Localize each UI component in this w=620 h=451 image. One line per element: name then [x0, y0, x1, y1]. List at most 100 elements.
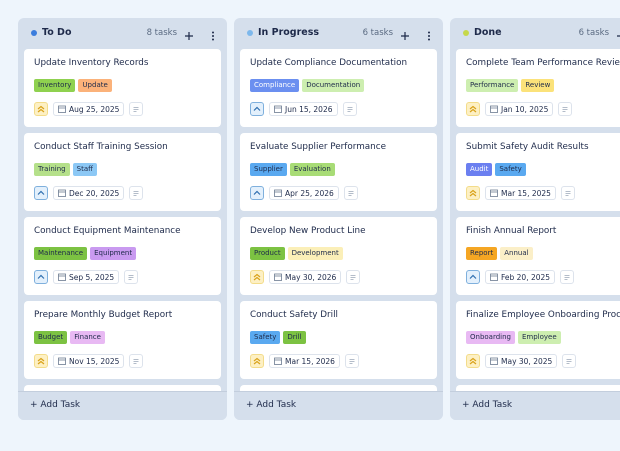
priority-icon [34, 354, 48, 368]
task-card[interactable]: Conduct Staff Training Session Training St… [24, 133, 221, 211]
due-date: Mar 15, 2026 [269, 354, 340, 368]
tag: Safety [250, 331, 281, 344]
notes-icon[interactable] [129, 102, 144, 116]
notes-icon[interactable] [346, 270, 361, 284]
card-footer: Feb 20, 2025 [466, 270, 575, 284]
task-title: Conduct Safety Drill [250, 310, 338, 320]
tag: Drill [283, 331, 306, 344]
priority-icon [34, 186, 48, 200]
tag: Evaluation [289, 163, 335, 176]
card-footer: Aug 25, 2025 [34, 102, 144, 116]
tag: Documentation [302, 79, 365, 92]
column-header: In Progress 6 tasks [234, 18, 443, 48]
tag-list: Onboarding Employee [466, 331, 561, 344]
notes-icon[interactable] [560, 186, 575, 200]
notes-icon[interactable] [129, 186, 144, 200]
task-title: Update Compliance Documentation [250, 58, 408, 68]
tag: Budget [34, 331, 68, 344]
tag-list: Compliance Documentation [250, 79, 365, 92]
task-card[interactable]: Finish Annual Report Report Annual Feb 20, … [456, 217, 620, 295]
header-actions[interactable] [399, 27, 435, 46]
priority-icon [466, 102, 480, 116]
card-footer: Mar 15, 2026 [250, 354, 359, 368]
task-title: Finalize Employee Onboarding Process [466, 310, 620, 320]
header-actions[interactable] [183, 27, 219, 46]
notes-icon[interactable] [124, 270, 139, 284]
notes-icon[interactable] [342, 102, 357, 116]
card-footer: May 30, 2026 [250, 270, 361, 284]
priority-icon [250, 186, 264, 200]
tag-list: Maintenance Equipment [34, 247, 137, 260]
task-card[interactable]: Update Inventory Records Inventory Update A… [24, 49, 221, 127]
add-task[interactable]: + Add Task [450, 391, 620, 420]
column: In Progress 6 tasks Update Compliance Docu… [234, 18, 443, 420]
task-card[interactable]: Complete Team Performance Reviews Perform… [456, 49, 620, 127]
task-card[interactable]: Finalize Employee Onboarding Process Onbo… [456, 301, 620, 379]
notes-icon[interactable] [129, 354, 144, 368]
status-dot [463, 30, 469, 36]
column-header: To Do 8 tasks [18, 18, 227, 48]
notes-icon[interactable] [343, 186, 358, 200]
notes-icon[interactable] [558, 102, 573, 116]
task-card[interactable]: Update Compliance Documentation Complianc… [240, 49, 437, 127]
priority-icon [250, 354, 264, 368]
column: Done 6 tasks Complete Team Performance Rev… [450, 18, 620, 420]
status-dot [31, 30, 37, 36]
tag: Supplier [250, 163, 287, 176]
date-text: Jan 10, 2025 [501, 104, 549, 114]
task-count: 6 tasks [362, 28, 393, 38]
task-card[interactable]: Develop New Product Line Product Developme… [240, 217, 437, 295]
tag-list: Report Annual [466, 247, 533, 260]
task-card [456, 385, 620, 395]
task-card[interactable]: Evaluate Supplier Performance Supplier Eva… [240, 133, 437, 211]
tag: Safety [495, 163, 526, 176]
tag-list: Training Staff [34, 163, 97, 176]
add-task[interactable]: + Add Task [18, 391, 227, 420]
task-card[interactable]: Submit Safety Audit Results Audit Safety Ma… [456, 133, 620, 211]
header-actions[interactable] [615, 27, 620, 46]
due-date: Dec 20, 2025 [53, 186, 125, 200]
tag: Report [466, 247, 498, 260]
task-card[interactable]: Prepare Monthly Budget Report Budget Finan… [24, 301, 221, 379]
task-title: Update Inventory Records [34, 58, 149, 68]
column-title: In Progress [258, 27, 320, 38]
tag-list: Safety Drill [250, 331, 306, 344]
tag: Inventory [34, 79, 76, 92]
task-title: Complete Team Performance Reviews [466, 58, 620, 68]
card-footer: Nov 15, 2025 [34, 354, 144, 368]
tag: Equipment [90, 247, 137, 260]
add-task[interactable]: + Add Task [234, 391, 443, 420]
due-date: Mar 15, 2025 [485, 186, 556, 200]
tag: Compliance [250, 79, 300, 92]
tag: Maintenance [34, 247, 88, 260]
column-header: Done 6 tasks [450, 18, 620, 48]
notes-icon[interactable] [562, 354, 577, 368]
add-task-label[interactable]: + Add Task [246, 400, 297, 410]
date-text: Mar 15, 2025 [501, 188, 551, 198]
tag: Development [287, 247, 343, 260]
priority-icon [34, 270, 48, 284]
due-date: May 30, 2025 [485, 354, 558, 368]
date-text: Sep 5, 2025 [69, 272, 115, 282]
priority-icon [466, 186, 480, 200]
notes-icon[interactable] [560, 270, 575, 284]
due-date: Jan 10, 2025 [485, 102, 554, 116]
task-card[interactable]: Conduct Safety Drill Safety Drill Mar 15, 2… [240, 301, 437, 379]
task-card[interactable]: Conduct Equipment Maintenance Maintenance… [24, 217, 221, 295]
tag: Finance [70, 331, 105, 344]
task-title: Submit Safety Audit Results [466, 142, 589, 152]
task-title: Evaluate Supplier Performance [250, 142, 387, 152]
tag: Performance [466, 79, 519, 92]
notes-icon[interactable] [344, 354, 359, 368]
add-task-label[interactable]: + Add Task [462, 400, 513, 410]
due-date: Apr 25, 2026 [269, 186, 339, 200]
tag: Audit [466, 163, 493, 176]
task-title: Conduct Staff Training Session [34, 142, 168, 152]
tag: Review [521, 79, 555, 92]
add-task-label[interactable]: + Add Task [30, 400, 81, 410]
task-count: 8 tasks [146, 28, 177, 38]
priority-icon [250, 102, 264, 116]
task-count: 6 tasks [578, 28, 609, 38]
due-date: May 30, 2026 [269, 270, 342, 284]
